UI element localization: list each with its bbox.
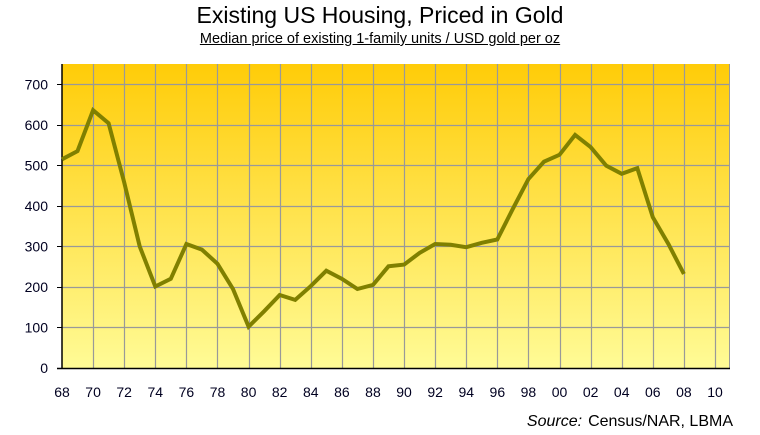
x-tick-label: 78	[210, 384, 226, 400]
x-tick-label: 94	[458, 384, 474, 400]
x-tick-label: 06	[645, 384, 661, 400]
y-tick-label: 400	[25, 198, 49, 214]
x-tick-label: 82	[272, 384, 288, 400]
y-tick-label: 600	[25, 117, 49, 133]
x-tick-label: 76	[179, 384, 195, 400]
x-tick-label: 80	[241, 384, 257, 400]
x-tick-label: 72	[116, 384, 132, 400]
x-tick-label: 04	[614, 384, 630, 400]
vertical-gridlines	[92, 64, 717, 368]
x-tick-label: 02	[583, 384, 599, 400]
x-tick-label: 08	[676, 384, 692, 400]
x-tick-label: 10	[707, 384, 723, 400]
y-tick-label: 700	[25, 76, 49, 92]
source-value: Census/NAR, LBMA	[588, 413, 733, 430]
x-tick-label: 88	[365, 384, 381, 400]
y-tick-label: 200	[25, 279, 49, 295]
y-axis-labels: 0 100 200 300 400 500 600 700	[25, 76, 49, 376]
x-tick-label: 98	[521, 384, 537, 400]
x-tick-label: 92	[427, 384, 443, 400]
y-tick-label: 500	[25, 157, 49, 173]
y-tick-label: 0	[40, 360, 48, 376]
axes	[57, 64, 730, 370]
source-label: Source:	[526, 413, 583, 430]
x-tick-label: 86	[334, 384, 350, 400]
horizontal-gridlines	[62, 64, 730, 368]
x-tick-label: 70	[85, 384, 101, 400]
plot-area	[62, 64, 729, 368]
y-tick-label: 100	[25, 319, 49, 335]
x-tick-label: 68	[54, 384, 70, 400]
x-axis-labels: 68 70 72 74 76 78 80 82 84 86 88 90 92 94 96 98 00 02 04 06…	[54, 384, 723, 400]
chart-title: Existing US Housing, Priced in Gold	[196, 2, 564, 28]
x-tick-label: 90	[396, 384, 412, 400]
series-group	[61, 106, 686, 331]
x-tick-label: 74	[147, 384, 163, 400]
x-tick-label: 00	[552, 384, 568, 400]
y-tick-label: 300	[25, 238, 49, 254]
chart-subtitle: Median price of existing 1-family units …	[199, 31, 561, 47]
x-tick-label: 96	[490, 384, 506, 400]
source-note: Source: Census/NAR, LBMA	[527, 412, 733, 432]
x-tick-label: 84	[303, 384, 319, 400]
